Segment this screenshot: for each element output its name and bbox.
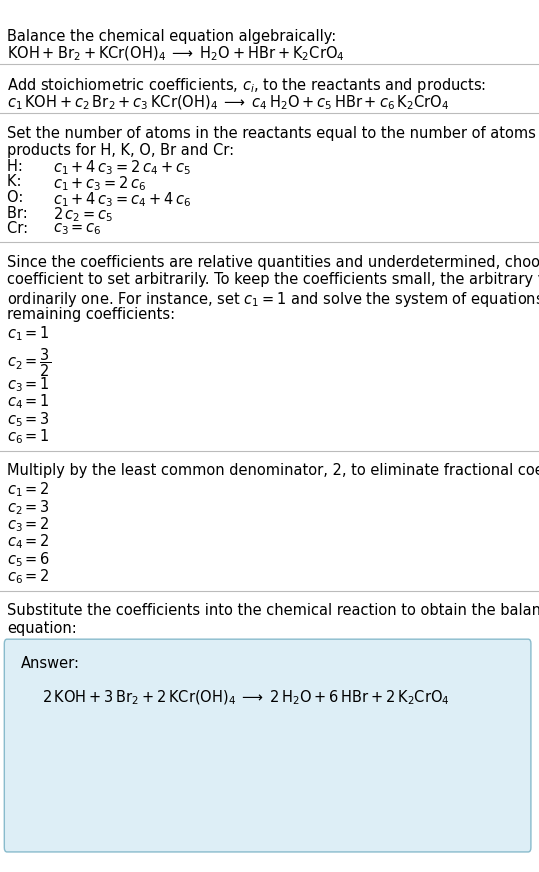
Text: Answer:: Answer: (20, 656, 79, 671)
Text: $c_3 = 1$: $c_3 = 1$ (7, 375, 50, 393)
Text: $c_1 + 4\,c_3 = 2\,c_4 + c_5$: $c_1 + 4\,c_3 = 2\,c_4 + c_5$ (53, 159, 191, 177)
Text: $c_2 = 3$: $c_2 = 3$ (7, 498, 50, 516)
Text: $c_3 = 2$: $c_3 = 2$ (7, 515, 50, 534)
Text: $c_4 = 2$: $c_4 = 2$ (7, 533, 50, 551)
Text: $c_1 = 1$: $c_1 = 1$ (7, 324, 50, 343)
Text: K:: K: (7, 174, 36, 189)
Text: $c_2 = \dfrac{3}{2}$: $c_2 = \dfrac{3}{2}$ (7, 346, 51, 378)
Text: Add stoichiometric coefficients, $c_i$, to the reactants and products:: Add stoichiometric coefficients, $c_i$, … (7, 76, 486, 95)
Text: equation:: equation: (7, 621, 77, 636)
Text: H:: H: (7, 159, 38, 174)
Text: Multiply by the least common denominator, 2, to eliminate fractional coefficient: Multiply by the least common denominator… (7, 463, 539, 478)
FancyBboxPatch shape (4, 639, 531, 852)
Text: O:: O: (7, 190, 38, 205)
Text: ordinarily one. For instance, set $c_1 = 1$ and solve the system of equations fo: ordinarily one. For instance, set $c_1 =… (7, 290, 539, 309)
Text: $c_5 = 3$: $c_5 = 3$ (7, 410, 50, 428)
Text: $c_1 + c_3 = 2\,c_6$: $c_1 + c_3 = 2\,c_6$ (53, 174, 146, 193)
Text: Balance the chemical equation algebraically:: Balance the chemical equation algebraica… (7, 29, 336, 44)
Text: $c_4 = 1$: $c_4 = 1$ (7, 392, 50, 411)
Text: $c_1 + 4\,c_3 = c_4 + 4\,c_6$: $c_1 + 4\,c_3 = c_4 + 4\,c_6$ (53, 190, 191, 208)
Text: Br:: Br: (7, 206, 43, 221)
Text: $c_6 = 2$: $c_6 = 2$ (7, 568, 50, 586)
Text: $c_1 = 2$: $c_1 = 2$ (7, 480, 50, 499)
Text: $c_3 = c_6$: $c_3 = c_6$ (53, 221, 102, 237)
Text: $c_1\,\mathrm{KOH} + c_2\,\mathrm{Br}_2 + c_3\,\mathrm{KCr(OH)}_4 \;\longrightar: $c_1\,\mathrm{KOH} + c_2\,\mathrm{Br}_2 … (7, 93, 449, 112)
Text: $2\,c_2 = c_5$: $2\,c_2 = c_5$ (53, 206, 113, 224)
Text: Cr:: Cr: (7, 221, 43, 236)
Text: $c_6 = 1$: $c_6 = 1$ (7, 427, 50, 446)
Text: $c_5 = 6$: $c_5 = 6$ (7, 550, 50, 569)
Text: $2\,\mathrm{KOH} + 3\,\mathrm{Br}_2 + 2\,\mathrm{KCr(OH)}_4 \;\longrightarrow\; : $2\,\mathrm{KOH} + 3\,\mathrm{Br}_2 + 2\… (42, 689, 450, 707)
Text: Substitute the coefficients into the chemical reaction to obtain the balanced: Substitute the coefficients into the che… (7, 603, 539, 618)
Text: coefficient to set arbitrarily. To keep the coefficients small, the arbitrary va: coefficient to set arbitrarily. To keep … (7, 272, 539, 287)
Text: Set the number of atoms in the reactants equal to the number of atoms in the: Set the number of atoms in the reactants… (7, 126, 539, 140)
Text: remaining coefficients:: remaining coefficients: (7, 307, 175, 322)
Text: $\mathrm{KOH} + \mathrm{Br}_2 + \mathrm{KCr(OH)}_4 \;\longrightarrow\; \mathrm{H: $\mathrm{KOH} + \mathrm{Br}_2 + \mathrm{… (7, 44, 345, 63)
Text: products for H, K, O, Br and Cr:: products for H, K, O, Br and Cr: (7, 143, 234, 158)
Text: Since the coefficients are relative quantities and underdetermined, choose a: Since the coefficients are relative quan… (7, 255, 539, 269)
